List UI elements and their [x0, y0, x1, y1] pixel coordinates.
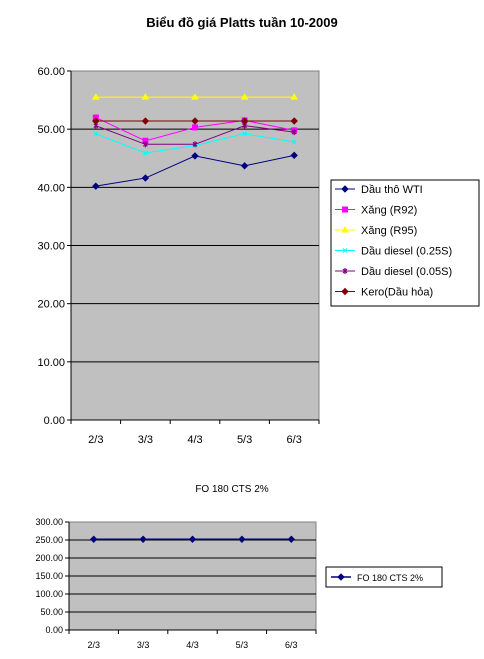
series-1 [89, 535, 296, 543]
legend-label: Dầu diesel (0.25S) [361, 246, 452, 258]
data-point [142, 141, 148, 148]
y-tick-label: 300.00 [35, 517, 63, 527]
data-point [242, 131, 248, 137]
data-point [191, 152, 199, 160]
x-tick-label: 3/3 [137, 640, 150, 650]
y-tick-label: 0.00 [45, 625, 63, 635]
y-tick-label: 250.00 [35, 535, 63, 545]
legend-label: Dầu thô WTI [361, 184, 423, 196]
y-tick-label: 150.00 [35, 571, 63, 581]
data-point [291, 139, 297, 145]
data-point [141, 117, 150, 125]
x-tick-label: 3/3 [138, 434, 153, 446]
y-tick-label: 60.00 [37, 66, 65, 78]
data-point [191, 117, 199, 125]
x-tick-label: 5/3 [236, 640, 249, 650]
data-point [139, 535, 147, 543]
data-point [188, 535, 197, 543]
x-tick-label: 4/3 [186, 640, 199, 650]
legend-marker [341, 226, 349, 233]
data-point [92, 182, 100, 190]
legend-marker [341, 185, 349, 193]
data-point [240, 162, 249, 170]
data-point [141, 174, 150, 182]
data-point [287, 535, 296, 543]
data-point [141, 93, 150, 100]
legend-marker [342, 248, 348, 253]
data-point [291, 129, 297, 136]
x-tick-label: 4/3 [187, 434, 202, 446]
data-point [192, 124, 198, 131]
y-tick-label: 40.00 [37, 182, 65, 194]
data-point [290, 151, 298, 160]
data-point [92, 117, 100, 125]
x-tick-label: 2/3 [87, 640, 100, 650]
series-5 [93, 122, 297, 148]
fo-chart-title: FO 180 CTS 2% [195, 484, 268, 495]
data-point [93, 131, 99, 137]
series-group [91, 93, 299, 190]
data-point [191, 93, 199, 100]
series-1 [92, 151, 298, 190]
data-point [91, 93, 100, 100]
fo-y-tick-labels: 0.00 50.00 100.00 150.00 200.00 250.00 300.00 [35, 517, 63, 635]
y-tick-label: 200.00 [35, 553, 63, 563]
legend-label: Xăng (R95) [361, 225, 417, 237]
fo-legend [325, 566, 443, 588]
data-point [240, 93, 249, 100]
series-3 [91, 93, 299, 100]
fo-series-group [89, 535, 296, 543]
chart-title: Biểu đồ giá Platts tuần 10-2009 [146, 15, 337, 30]
data-point [290, 117, 298, 125]
y-tick-label: 10.00 [37, 357, 65, 369]
legend-label: Kero(Dầu hỏa) [361, 287, 433, 299]
fo-chart: FO 180 CTS 2% 0.00 50.00 100.00 150.00 200.0… [35, 484, 443, 650]
legend-entries: Dầu thô WTI Xăng (R92) Xăng (R95) Dầu diese… [335, 184, 452, 299]
data-point [238, 535, 246, 543]
y-tick-labels: 0.00 10.00 20.00 30.00 40.00 50.00 60.00 [37, 66, 65, 427]
legend-marker [337, 573, 345, 581]
y-tick-label: 100.00 [35, 589, 63, 599]
y-tick-label: 0.00 [44, 415, 65, 427]
y-tick-label: 20.00 [37, 299, 65, 311]
fo-legend-entries: FO 180 CTS 2% [331, 573, 423, 583]
legend-label: Xăng (R92) [361, 205, 417, 217]
legend-label: Dầu diesel (0.05S) [361, 266, 452, 278]
x-tick-labels: 2/3 3/3 4/3 5/3 6/3 [88, 434, 302, 446]
x-tick-label: 5/3 [237, 434, 252, 446]
data-point [290, 93, 299, 100]
data-point [240, 117, 249, 125]
legend-marker [342, 268, 348, 274]
y-tick-label: 50.00 [40, 607, 63, 617]
data-point [89, 535, 98, 543]
fo-x-tick-labels: 2/3 3/3 4/3 5/3 6/3 [87, 640, 297, 650]
legend [330, 179, 480, 307]
legend-marker [341, 287, 349, 296]
y-tick-label: 30.00 [37, 240, 65, 252]
series-6 [92, 117, 298, 125]
x-tick-label: 6/3 [287, 434, 302, 446]
main-chart: Biểu đồ giá Platts tuần 10-2009 0.00 10.0… [37, 15, 480, 446]
x-tick-label: 2/3 [88, 434, 103, 446]
x-tick-label: 6/3 [285, 640, 298, 650]
data-point [192, 141, 198, 148]
y-tick-label: 50.00 [37, 124, 65, 136]
legend-marker [342, 206, 348, 213]
legend-label: FO 180 CTS 2% [357, 573, 423, 583]
data-point [142, 150, 148, 156]
